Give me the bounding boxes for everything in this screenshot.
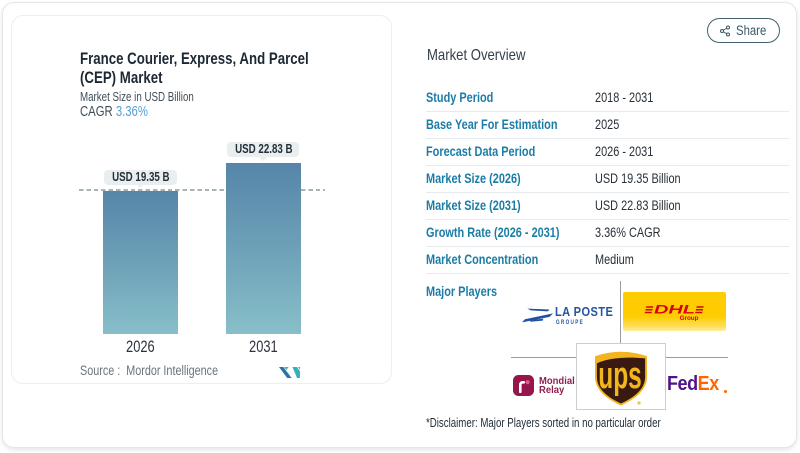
svg-text:DHL: DHL bbox=[654, 305, 695, 317]
svg-text:Group: Group bbox=[680, 315, 699, 321]
svg-text:ups: ups bbox=[598, 355, 642, 397]
